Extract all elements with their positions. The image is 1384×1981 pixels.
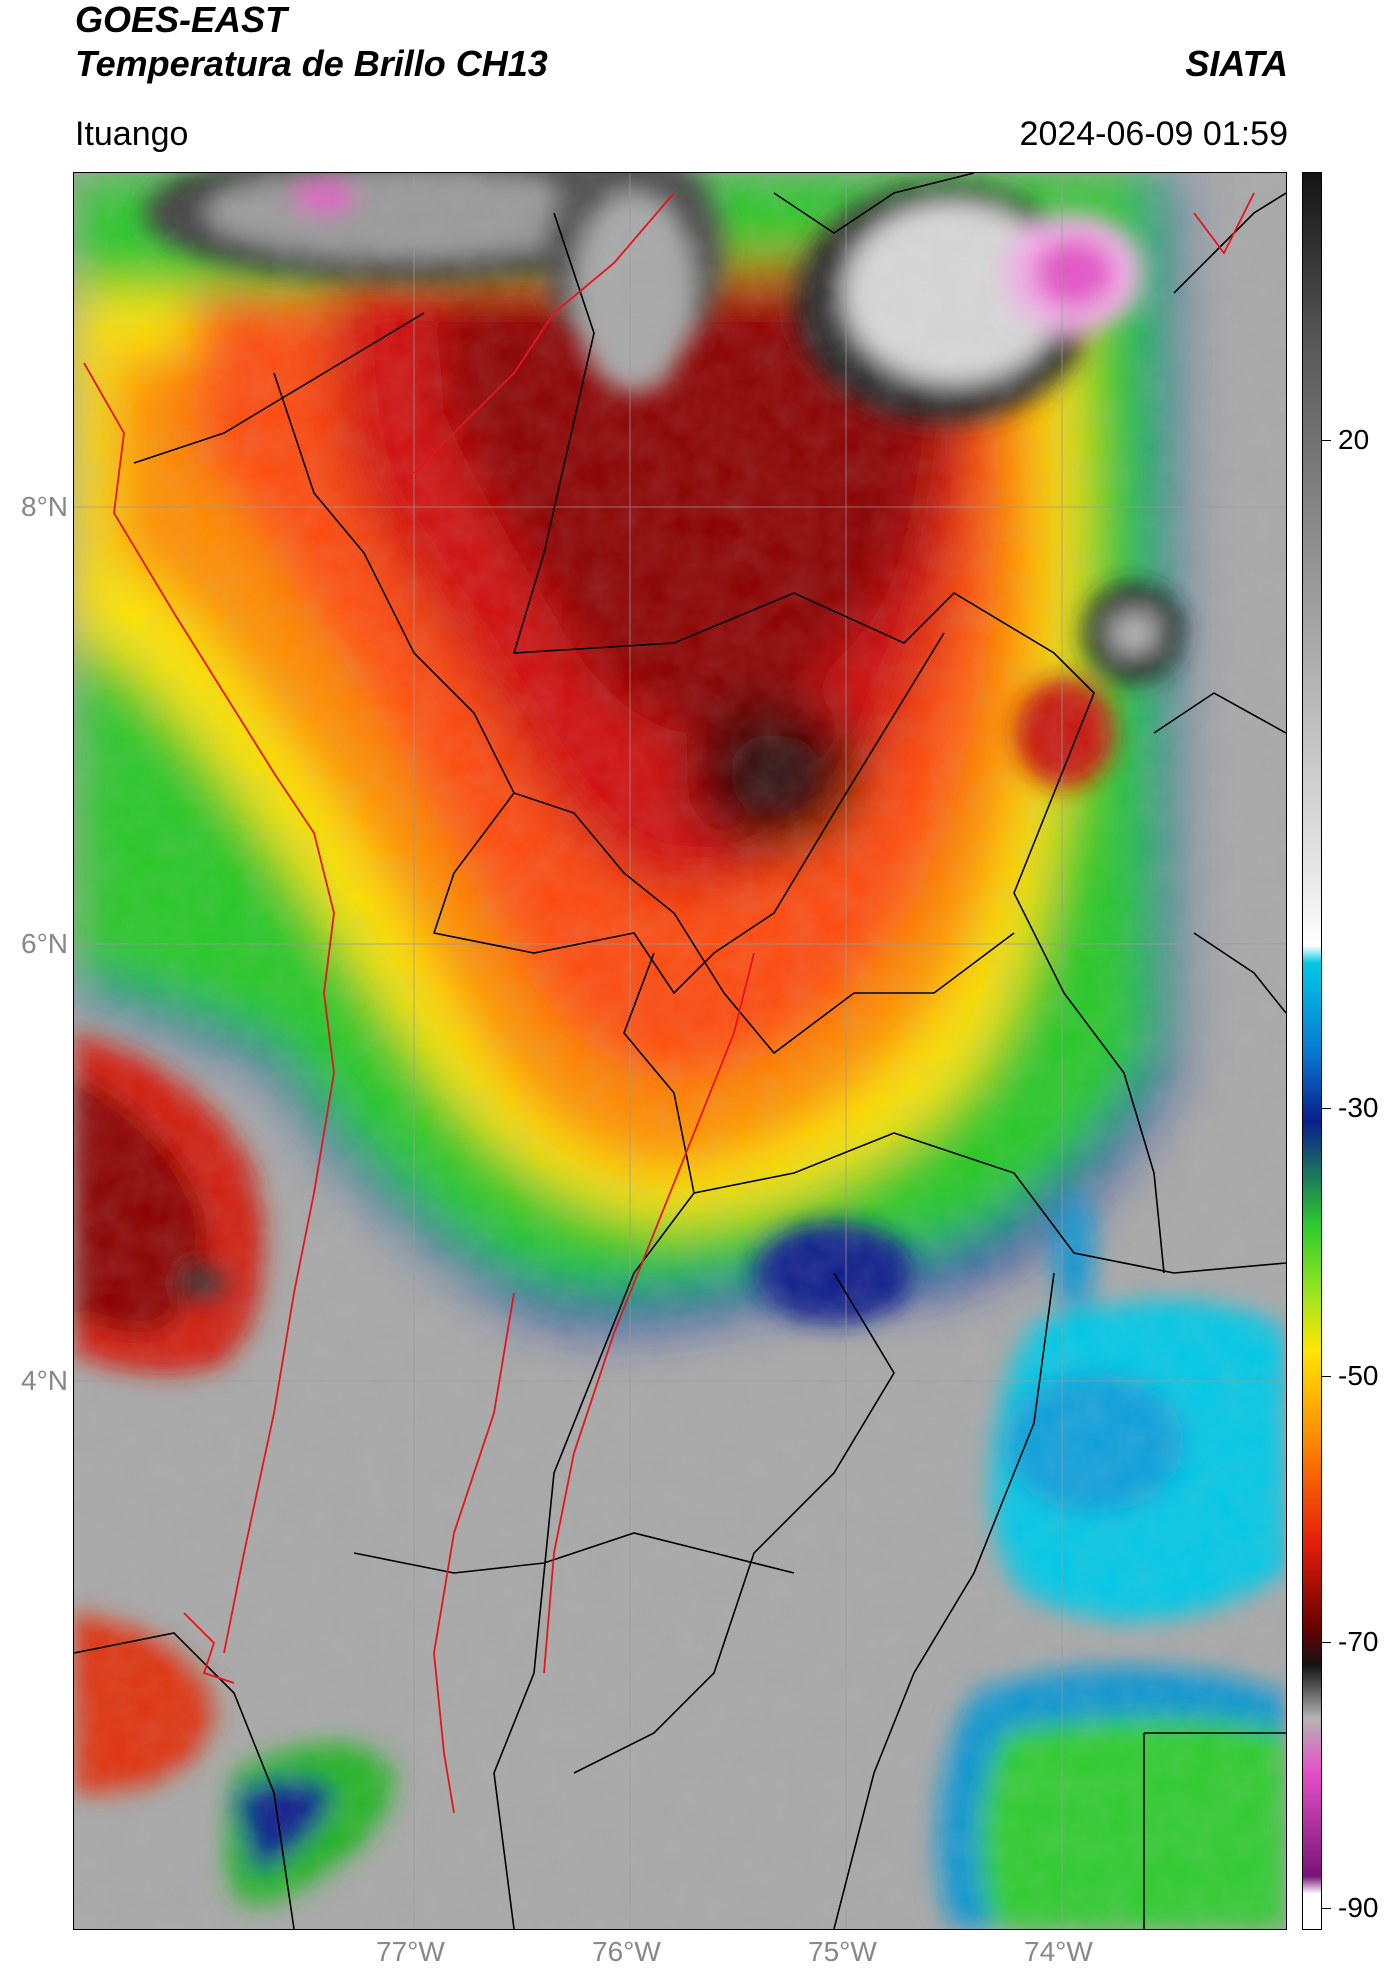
- lon-label-75W: 75°W: [808, 1936, 877, 1967]
- river-lines: [83, 192, 1255, 1814]
- lon-label-76W: 76°W: [592, 1936, 661, 1967]
- colorbar-label-minus30: -30: [1338, 1092, 1379, 1123]
- colorbar-label-minus50: -50: [1338, 1360, 1379, 1391]
- map-svg: [74, 173, 1286, 1929]
- colorbar-label-minus90: -90: [1338, 1892, 1379, 1923]
- lat-label-8N: 8°N: [21, 491, 68, 522]
- timestamp-label: 2024-06-09 01:59: [1019, 115, 1288, 153]
- region-label: Ituango: [75, 115, 189, 153]
- colorbar-tick-minus90: [1322, 1908, 1331, 1909]
- satellite-map[interactable]: [73, 172, 1287, 1930]
- satellite-title: GOES-EAST: [75, 0, 288, 40]
- department-borders: [74, 173, 1286, 1929]
- graticule: [74, 173, 1286, 1929]
- product-title: Temperatura de Brillo CH13: [75, 43, 548, 84]
- lat-label-4N: 4°N: [21, 1365, 68, 1396]
- colorbar-tick-20: [1322, 440, 1331, 441]
- lat-label-6N: 6°N: [21, 928, 68, 959]
- lon-label-77W: 77°W: [376, 1936, 445, 1967]
- colorbar-tick-minus50: [1322, 1376, 1331, 1377]
- lon-label-74W: 74°W: [1024, 1936, 1093, 1967]
- colorbar-label-minus70: -70: [1338, 1626, 1379, 1657]
- colorbar-tick-minus70: [1322, 1642, 1331, 1643]
- colorbar: [1302, 172, 1322, 1930]
- colorbar-label-20: 20: [1338, 424, 1370, 455]
- colorbar-tick-minus30: [1322, 1108, 1331, 1109]
- cloud-texture: [74, 173, 1286, 1929]
- brand-label: SIATA: [1185, 43, 1288, 84]
